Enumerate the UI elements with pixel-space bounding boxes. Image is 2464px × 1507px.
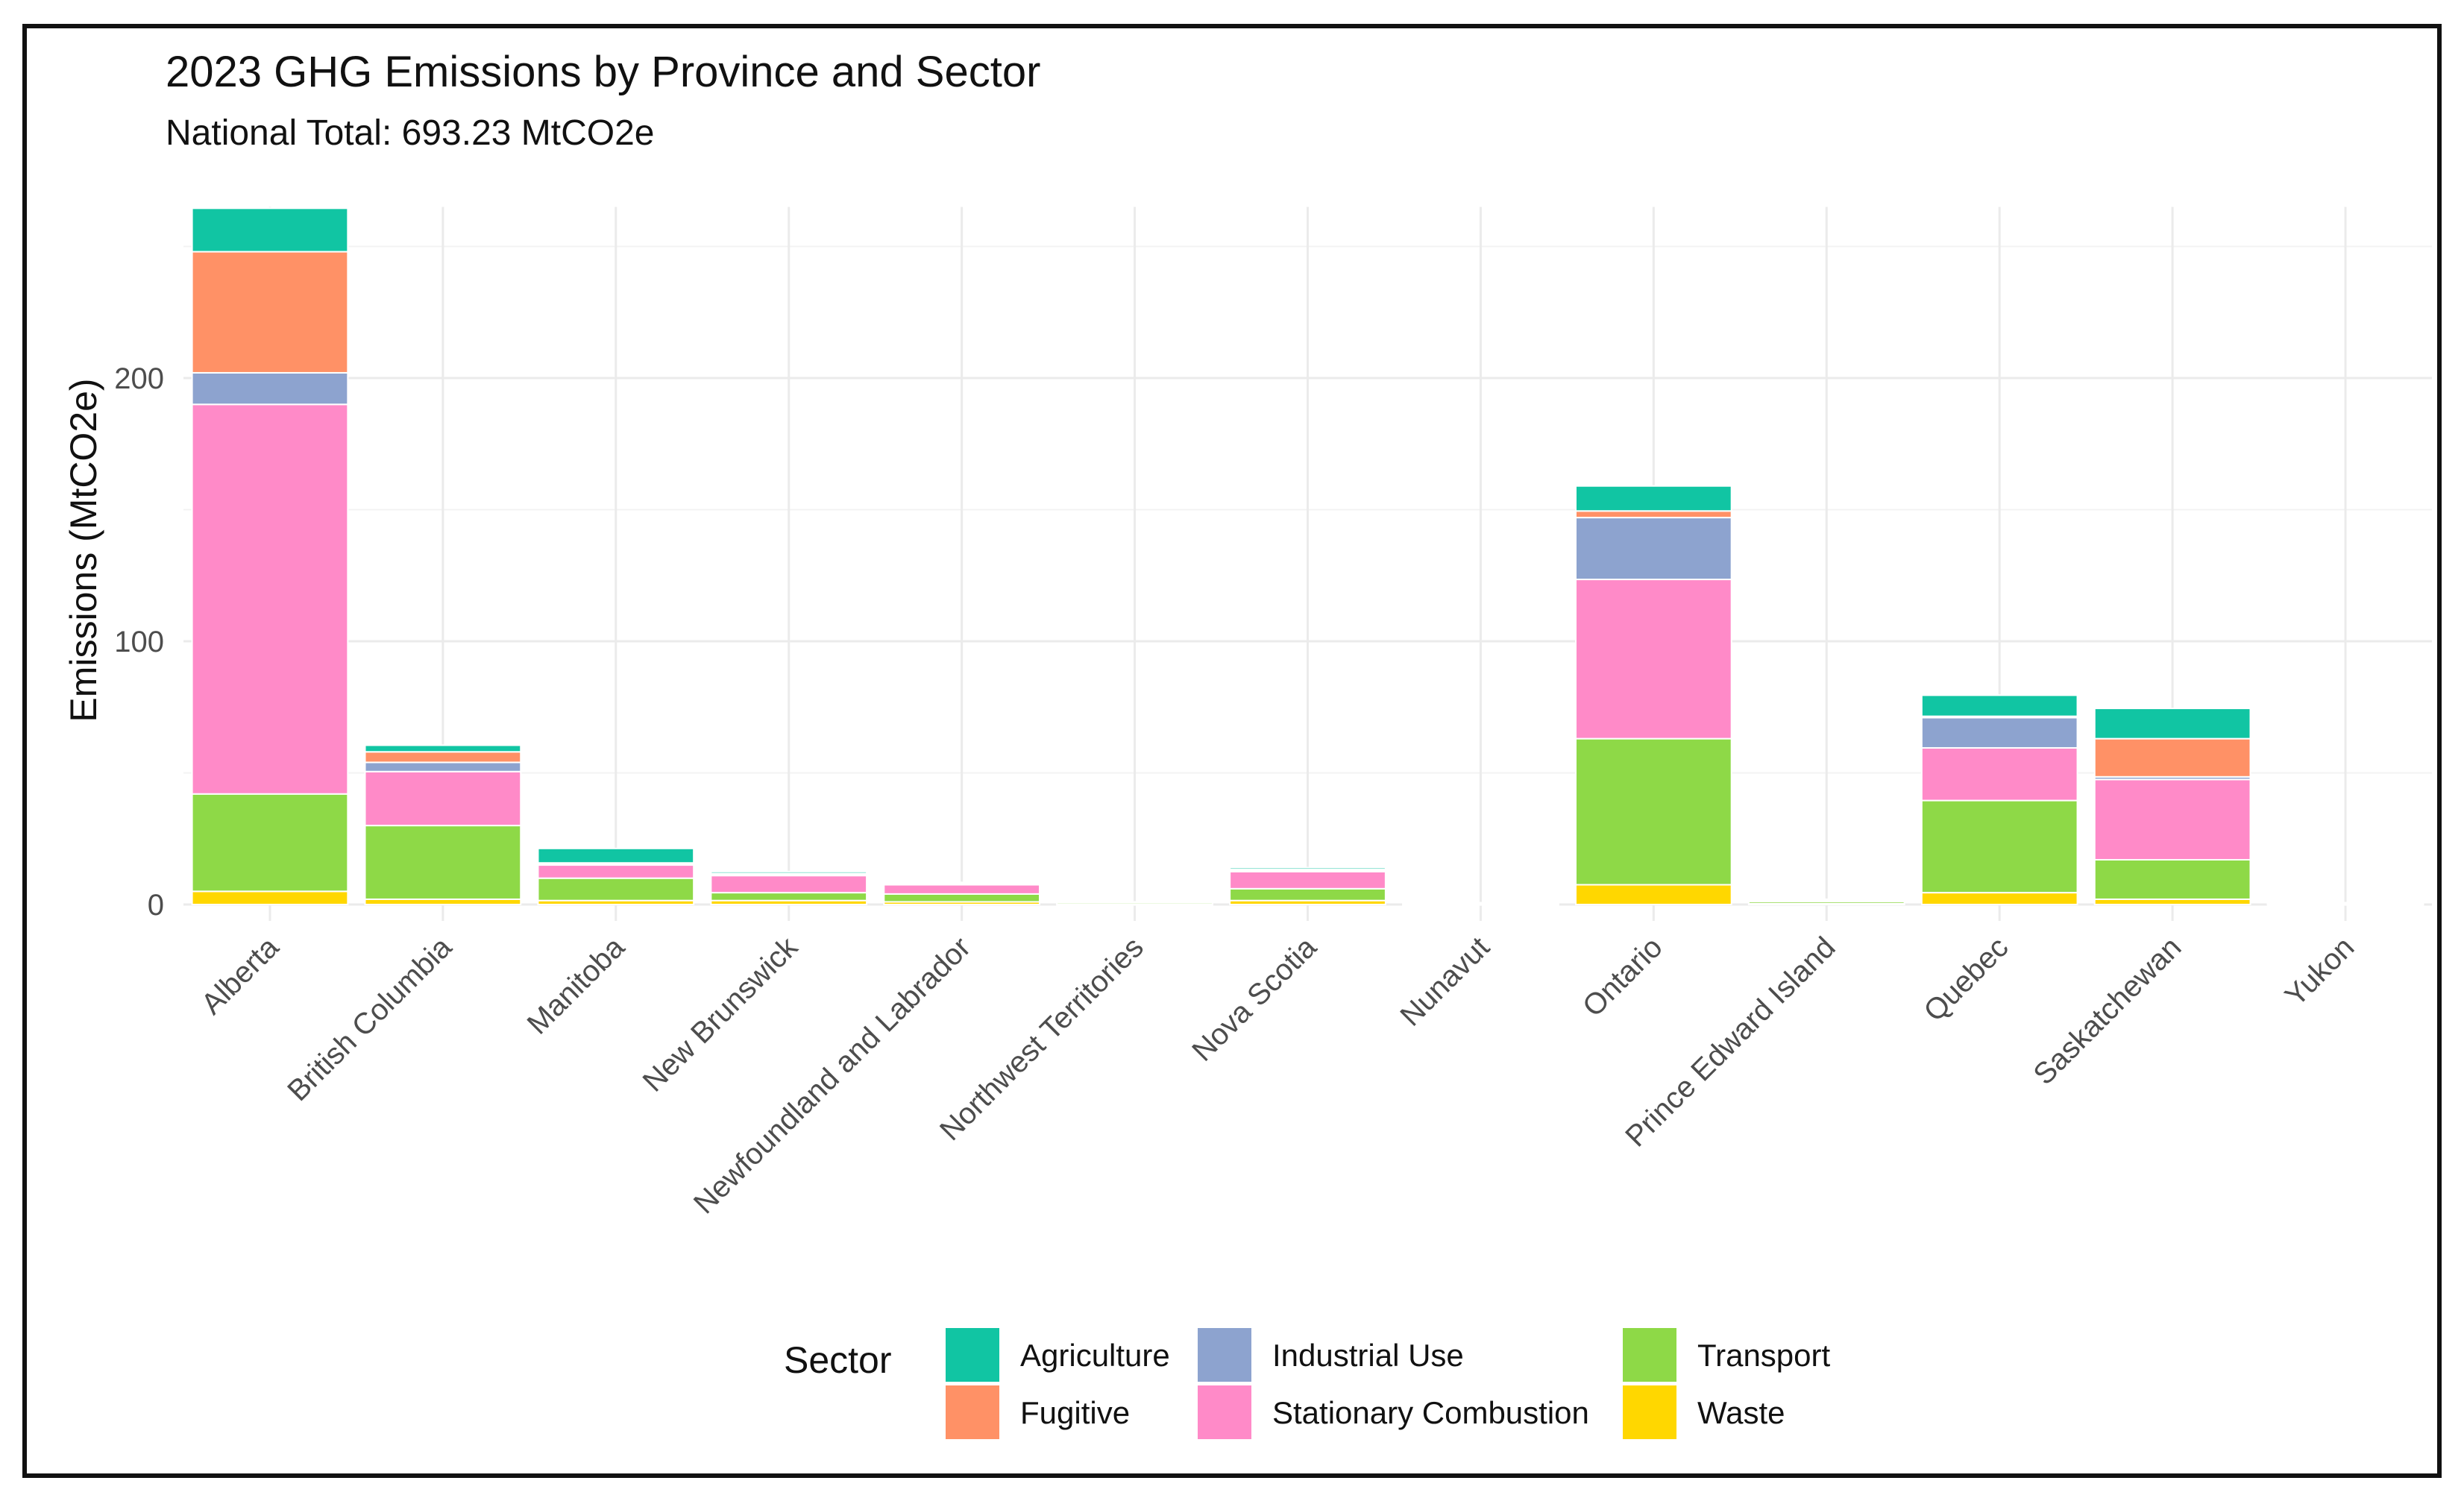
legend: Sector Agriculture Fugitive Industrial Use… bbox=[784, 1328, 1831, 1439]
y-axis-label: Emissions (MtCO2e) bbox=[63, 378, 104, 722]
y-tick-label: 100 bbox=[114, 626, 164, 658]
legend-swatch bbox=[1623, 1328, 1676, 1382]
bar-segment bbox=[191, 890, 349, 905]
bar-segment bbox=[537, 847, 695, 864]
bar-segment bbox=[364, 751, 522, 764]
bar-segment bbox=[1920, 892, 2078, 905]
bar-segment bbox=[883, 893, 1041, 903]
x-tick-label: British Columbia bbox=[281, 931, 459, 1108]
x-tick-label: Manitoba bbox=[521, 931, 632, 1041]
legend-title: Sector bbox=[784, 1339, 892, 1381]
legend-swatch bbox=[946, 1328, 999, 1382]
bar-segment bbox=[537, 864, 695, 879]
bar-segment bbox=[1920, 799, 2078, 894]
bar-segment bbox=[364, 770, 522, 827]
bar-segment bbox=[191, 371, 349, 406]
bar-segment bbox=[1920, 694, 2078, 717]
x-tick-label: Ontario bbox=[1577, 931, 1669, 1023]
bar-segment bbox=[1229, 866, 1386, 871]
bar-segment bbox=[710, 892, 868, 902]
legend-swatch bbox=[946, 1385, 999, 1439]
y-tick-label: 200 bbox=[114, 362, 164, 395]
x-tick-label: New Brunswick bbox=[637, 931, 805, 1098]
bar-segment bbox=[1574, 485, 1732, 512]
bar-segment bbox=[2093, 737, 2251, 778]
bar-segment bbox=[364, 761, 522, 773]
x-tick-label: Alberta bbox=[195, 931, 286, 1021]
chart-subtitle: National Total: 693.23 MtCO2e bbox=[166, 113, 655, 153]
bar-segment bbox=[1920, 717, 2078, 749]
bar-segment bbox=[364, 744, 522, 753]
bar-segment bbox=[191, 793, 349, 893]
legend-label: Fugitive bbox=[1020, 1395, 1130, 1430]
bar-segment bbox=[710, 875, 868, 894]
legend-label: Industrial Use bbox=[1272, 1338, 1464, 1373]
legend-swatch bbox=[1198, 1328, 1251, 1382]
chart-frame: 0 100 200 Alberta British Columbia Manitoba Ne… bbox=[22, 24, 2442, 1478]
legend-label: Waste bbox=[1697, 1395, 1785, 1430]
legend-swatch bbox=[1623, 1385, 1676, 1439]
bar-segment bbox=[883, 881, 1041, 884]
bar-segment bbox=[2093, 778, 2251, 861]
bar-segment bbox=[364, 825, 522, 900]
bar-segment bbox=[537, 877, 695, 902]
bar-segment bbox=[1229, 870, 1386, 890]
bar-segment bbox=[191, 251, 349, 374]
x-tick-label: Saskatchewan bbox=[2027, 931, 2187, 1091]
x-tick-label: Nova Scotia bbox=[1186, 931, 1323, 1068]
legend-label: Transport bbox=[1697, 1338, 1831, 1373]
chart-title: 2023 GHG Emissions by Province and Secto… bbox=[166, 48, 1040, 96]
bars bbox=[191, 207, 2424, 906]
bar-segment bbox=[191, 403, 349, 795]
x-tick-label: Newfoundland and Labrador bbox=[688, 931, 977, 1220]
bar-segment bbox=[1574, 510, 1732, 519]
x-tick-label: Yukon bbox=[2279, 931, 2361, 1013]
bar-segment bbox=[1574, 737, 1732, 886]
y-tick-label: 0 bbox=[148, 889, 164, 922]
bar-segment bbox=[2266, 902, 2424, 904]
bar-segment bbox=[1920, 746, 2078, 802]
bar-segment bbox=[2093, 898, 2251, 905]
legend-label: Agriculture bbox=[1020, 1338, 1170, 1373]
legend-swatch bbox=[1198, 1385, 1251, 1439]
bar-segment bbox=[883, 884, 1041, 895]
bar-segment bbox=[1574, 884, 1732, 906]
x-tick-label: Quebec bbox=[1917, 931, 2014, 1028]
legend-label: Stationary Combustion bbox=[1272, 1395, 1589, 1430]
bar-segment bbox=[1574, 579, 1732, 740]
bar-segment bbox=[1747, 898, 1905, 902]
bar-segment bbox=[191, 207, 349, 253]
bar-segment bbox=[2093, 708, 2251, 740]
bar-segment bbox=[2093, 858, 2251, 900]
grid bbox=[183, 207, 2432, 921]
x-tick-label: Nunavut bbox=[1394, 931, 1495, 1032]
bar-segment bbox=[1574, 517, 1732, 581]
bar-segment bbox=[1402, 902, 1559, 904]
bar-segment bbox=[710, 870, 868, 875]
bar-segment bbox=[1229, 887, 1386, 902]
bar-segment bbox=[364, 898, 522, 905]
